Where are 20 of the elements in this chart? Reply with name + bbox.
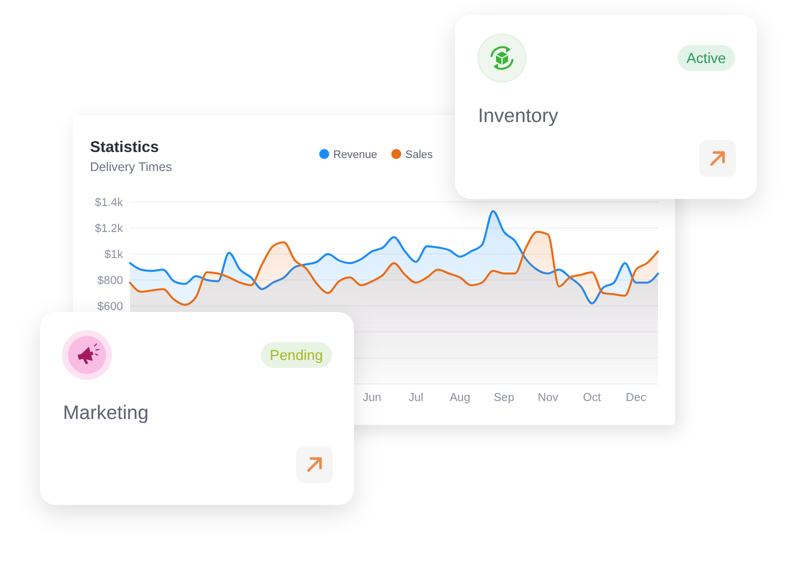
chart-title: Statistics: [90, 139, 159, 156]
x-tick-label: Nov: [538, 392, 558, 404]
x-tick-label: Dec: [626, 392, 646, 404]
x-tick-label: Jul: [408, 392, 424, 404]
x-tick-label: Aug: [450, 392, 470, 404]
y-tick-label: $600: [97, 301, 123, 314]
chart-subtitle: Delivery Times: [90, 160, 172, 174]
y-tick-label: $800: [97, 275, 123, 288]
legend-label: Sales: [405, 148, 434, 161]
legend-label: Revenue: [333, 148, 378, 161]
text: Inventory: [478, 105, 558, 127]
annotation: Pending: [270, 348, 323, 364]
x-tick-label: Sep: [494, 392, 514, 404]
y-tick-label: $1.2k: [94, 223, 124, 236]
text: Marketing: [63, 402, 149, 424]
x-tick-label: Oct: [583, 392, 602, 404]
y-tick-label: $1.4k: [94, 197, 124, 210]
text: Active: [686, 51, 726, 67]
x-tick-label: Jun: [362, 392, 382, 404]
y-tick-label: $1k: [104, 249, 124, 262]
